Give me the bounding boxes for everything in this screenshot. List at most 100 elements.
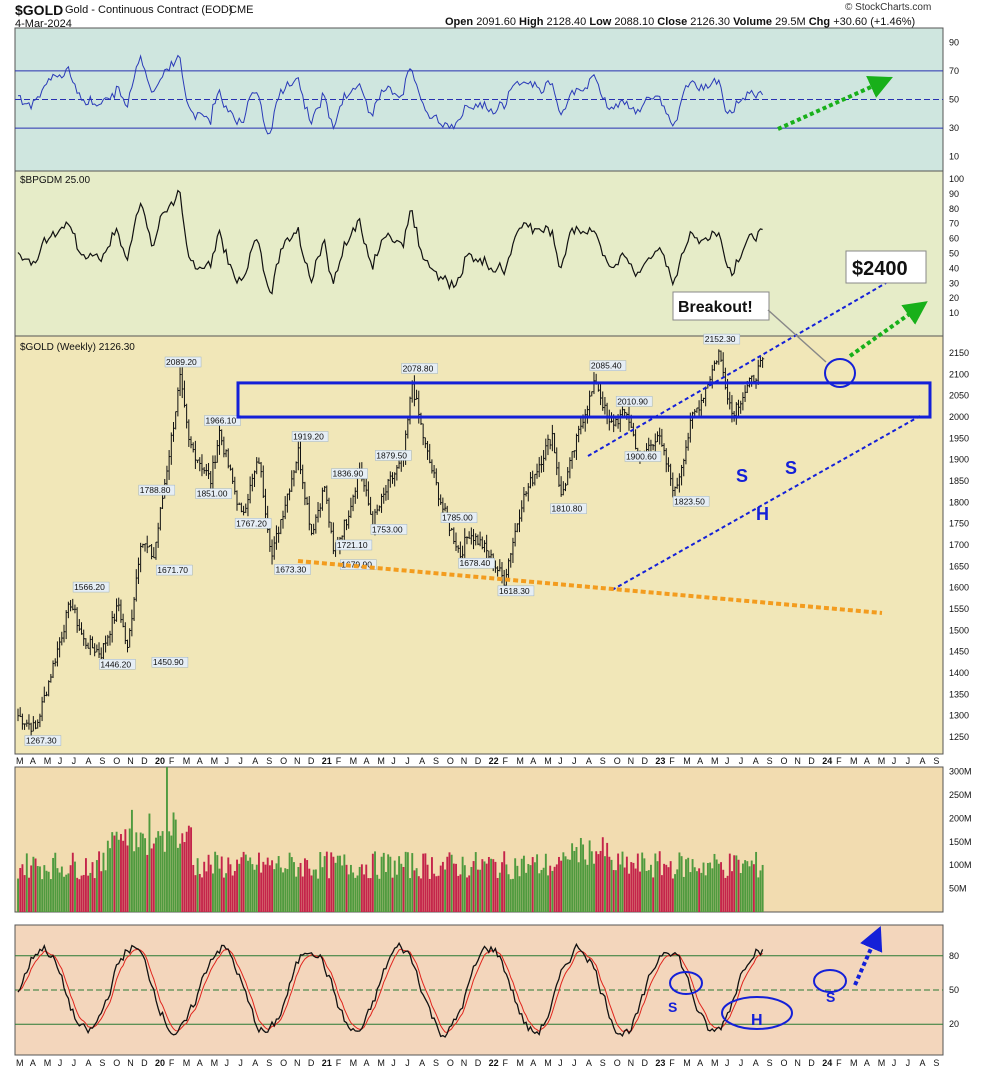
volume-bar — [437, 875, 440, 912]
price-label: 1900.60 — [626, 451, 657, 461]
x-axis-label: A — [920, 756, 926, 766]
price-ytick-label: 2000 — [949, 412, 969, 422]
volume-bar — [540, 869, 543, 912]
volume-bar — [242, 851, 245, 912]
volume-bar — [358, 866, 361, 912]
rsi-up-arrow — [777, 76, 893, 131]
x-axis-label: F — [503, 756, 509, 766]
volume-bar — [21, 864, 24, 912]
symbol-label: $GOLD — [15, 2, 64, 18]
volume-bar — [255, 864, 258, 912]
close-label: Close — [657, 16, 688, 28]
volume-bar — [400, 863, 403, 912]
volume-bar — [520, 858, 523, 912]
volume-bar — [426, 864, 429, 912]
volume-bar — [74, 861, 76, 912]
x-axis-label: A — [753, 1058, 759, 1068]
volume-bar — [393, 860, 396, 912]
volume-bar — [558, 856, 560, 912]
volume-bar — [179, 843, 182, 912]
volume-bar — [448, 852, 451, 912]
volume-bar — [485, 863, 488, 912]
volume-bar — [722, 869, 725, 912]
bpgdm-panel-bg — [14, 170, 944, 337]
volume-bar — [80, 875, 83, 912]
volume-bar — [91, 862, 94, 912]
x-axis-label: A — [586, 1058, 592, 1068]
volume-bar — [174, 819, 177, 912]
volume-bar — [52, 857, 55, 912]
x-axis-label: A — [864, 1058, 870, 1068]
bpgdm-ytick-label: 40 — [949, 263, 959, 273]
volume-bar — [415, 868, 418, 912]
volume-bar — [439, 865, 442, 912]
x-axis-label: A — [30, 1058, 36, 1068]
volume-bar — [144, 838, 147, 912]
volume-bar — [584, 859, 587, 912]
volume-bar — [299, 862, 302, 912]
chg-label: Chg — [808, 16, 831, 28]
rsi-ytick-label: 30 — [949, 123, 959, 133]
volume-bar — [711, 868, 714, 912]
volume-bar — [667, 867, 670, 912]
volume-bar — [553, 866, 556, 912]
volume-bar — [253, 869, 256, 912]
x-axis-label: M — [183, 756, 191, 766]
x-axis-label: S — [600, 756, 606, 766]
price-label: 1721.10 — [337, 540, 368, 550]
volume-bar — [606, 842, 609, 912]
volume-bar — [360, 864, 363, 912]
volume-bar — [115, 831, 118, 912]
volume-bar — [63, 876, 65, 912]
volume-bar — [352, 872, 355, 912]
volume-bar — [424, 853, 427, 912]
stoch-ytick-label: 80 — [949, 951, 959, 961]
volume-bar — [728, 853, 731, 912]
volume-bar — [314, 869, 317, 912]
volume-bar — [378, 878, 381, 912]
x-axis-label: M — [878, 756, 886, 766]
volume-bar — [656, 861, 659, 912]
instrument-name: Gold - Continuous Contract (EOD) — [65, 4, 233, 16]
x-axis-label: M — [544, 756, 552, 766]
volume-bar — [547, 875, 549, 912]
volume-bar — [233, 870, 236, 912]
volume-bar — [582, 844, 585, 912]
volume-bar — [205, 871, 208, 912]
volume-bar — [687, 857, 690, 912]
x-axis-label: N — [294, 1058, 301, 1068]
exchange-label: CME — [229, 4, 254, 16]
x-axis-label: J — [739, 1058, 744, 1068]
price-ytick-label: 1650 — [949, 561, 969, 571]
volume-bar — [395, 874, 398, 912]
volume-bar — [671, 878, 674, 912]
x-axis-label: A — [530, 756, 536, 766]
x-axis-label: A — [920, 1058, 926, 1068]
target-callout-text: $2400 — [852, 258, 908, 280]
x-axis-label: J — [405, 756, 410, 766]
volume-bar — [450, 854, 453, 912]
volume-bar — [374, 851, 376, 912]
open-value: 2091.60 — [476, 16, 516, 28]
volume-bar — [516, 865, 519, 912]
volume-bar — [308, 868, 311, 912]
volume-bar — [573, 850, 576, 912]
hs-head: H — [756, 504, 769, 524]
price-label-box — [624, 451, 662, 462]
volume-bar — [218, 868, 221, 912]
x-axis-label: O — [113, 1058, 120, 1068]
volume-bar — [30, 865, 33, 912]
bpgdm-ytick-label: 50 — [949, 249, 959, 259]
volume-bar — [150, 848, 153, 912]
x-axis-label: D — [475, 1058, 482, 1068]
price-label-box — [497, 585, 535, 597]
low-value: 2088.10 — [614, 16, 655, 28]
price-label: 2085.40 — [591, 361, 622, 371]
volume-bar — [347, 874, 350, 912]
volume-bar — [630, 862, 633, 912]
volume-bar — [258, 852, 260, 912]
x-axis-label: N — [294, 756, 301, 766]
x-axis-label: M — [683, 756, 691, 766]
volume-bar — [356, 875, 359, 912]
price-panel-bg — [14, 335, 944, 755]
